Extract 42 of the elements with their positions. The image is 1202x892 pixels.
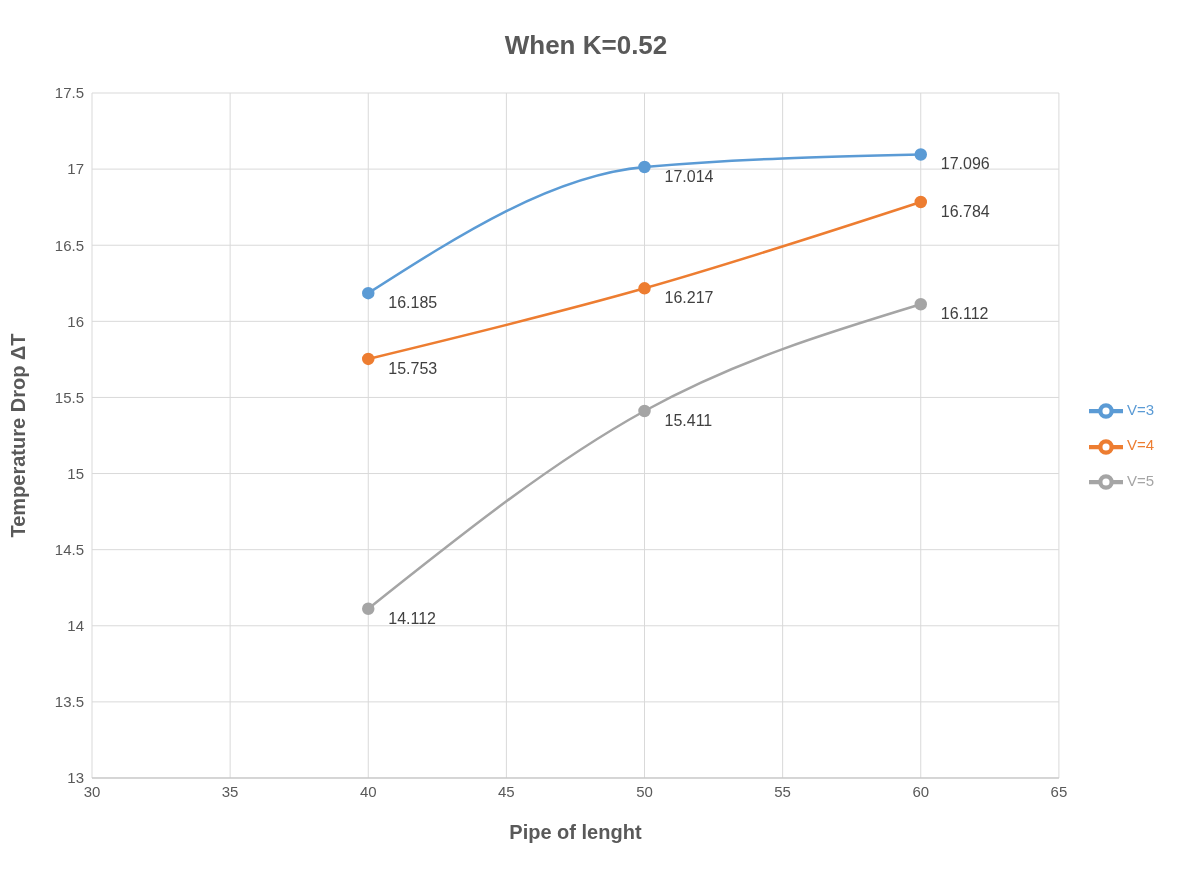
x-tick-label: 40 — [359, 782, 377, 800]
x-tick-label: 65 — [1050, 782, 1068, 800]
chart-title: When K=0.52 — [503, 30, 669, 61]
legend-label: V=5 — [1126, 471, 1154, 489]
point — [638, 404, 651, 418]
point — [362, 352, 375, 366]
y-tick-label: 17.5 — [54, 84, 84, 102]
y-tick-label: 15.5 — [54, 388, 84, 406]
data-label: 17.014 — [664, 167, 714, 185]
x-tick-label: 35 — [221, 782, 239, 800]
point — [638, 160, 651, 174]
data-label: 14.112 — [388, 609, 437, 627]
y-tick-label: 13 — [67, 769, 84, 787]
x-tick-label: 55 — [774, 782, 791, 800]
data-label: 15.753 — [388, 359, 438, 377]
legend-label: V=3 — [1126, 401, 1154, 419]
data-label: 16.112 — [940, 305, 989, 323]
point — [638, 282, 651, 295]
y-tick-label: 14.5 — [54, 540, 84, 558]
y-tick-label: 16.5 — [54, 236, 84, 254]
y-tick-label: 16 — [67, 312, 84, 330]
x-axis-title: Pipe of lenght — [509, 821, 642, 843]
legend-label: V=4 — [1126, 436, 1154, 454]
point — [914, 148, 928, 161]
x-tick-label: 30 — [83, 782, 101, 800]
data-label: 16.217 — [664, 289, 714, 307]
point — [362, 286, 375, 300]
y-tick-label: 15 — [67, 464, 84, 482]
data-label: 17.096 — [940, 155, 990, 173]
point — [914, 195, 928, 209]
y-tick-label: 13.5 — [54, 693, 84, 711]
y-tick-label: 14 — [67, 617, 84, 635]
data-label: 16.784 — [940, 202, 990, 220]
data-label: 16.185 — [388, 294, 438, 312]
x-tick-label: 45 — [498, 782, 515, 800]
data-label: 15.411 — [664, 411, 713, 429]
point — [914, 298, 928, 311]
y-tick-label: 17 — [67, 160, 84, 178]
x-tick-label: 60 — [912, 782, 930, 800]
point — [362, 602, 375, 615]
y-axis-title: Temperature Drop ΔT — [7, 333, 30, 538]
x-tick-label: 50 — [636, 782, 653, 800]
